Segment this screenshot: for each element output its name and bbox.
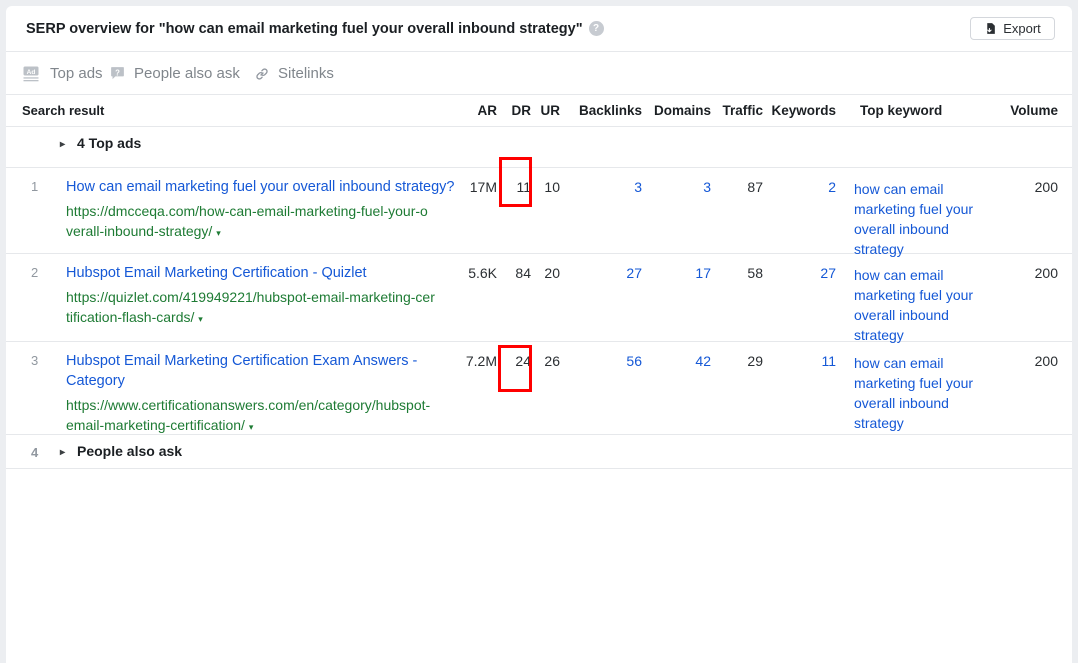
svg-text:?: ?	[115, 68, 120, 77]
svg-text:Ad: Ad	[27, 69, 36, 76]
